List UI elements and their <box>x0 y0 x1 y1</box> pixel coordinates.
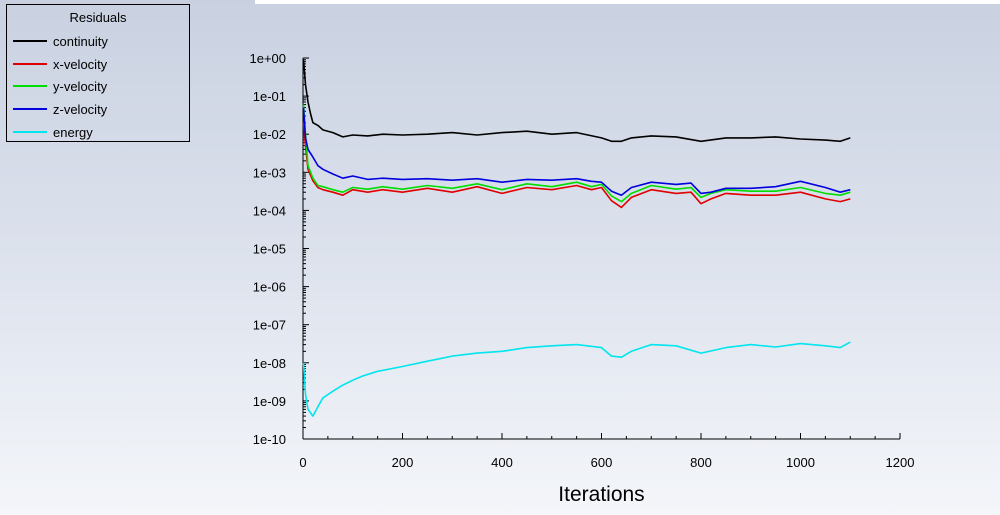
x-tick-label: 1200 <box>886 455 915 470</box>
y-tick-label: 1e-07 <box>253 318 286 333</box>
y-tick-label: 1e-04 <box>253 203 286 218</box>
y-tick-label: 1e-03 <box>253 165 286 180</box>
legend-item-energy: energy <box>13 123 93 141</box>
legend-item-x-velocity: x-velocity <box>13 55 107 73</box>
legend-title: Residuals <box>69 10 127 25</box>
series-line-x-velocity <box>302 122 851 209</box>
y-tick-label: 1e-08 <box>253 356 286 371</box>
series <box>302 59 851 417</box>
x-tick-label: 400 <box>491 455 513 470</box>
legend-label-z-velocity: z-velocity <box>53 101 108 117</box>
x-tick-label: 200 <box>392 455 414 470</box>
y-tick-label: 1e-09 <box>253 394 286 409</box>
series-line-z-velocity <box>302 107 851 196</box>
legend-label-continuity: continuity <box>53 33 108 49</box>
y-tick-label: 1e-06 <box>253 280 286 295</box>
legend-swatch-x-velocity <box>13 63 47 65</box>
series-line-continuity <box>302 59 851 143</box>
y-tick-label: 1e+00 <box>249 51 286 66</box>
legend-swatch-y-velocity <box>13 85 47 87</box>
ticks: 1e+00 1e-01 1e-02 1e-03 1e-04 1e-05 1e-06 1e-07… <box>249 51 914 470</box>
legend-label-y-velocity: y-velocity <box>53 78 108 94</box>
x-axis-title: Iterations <box>558 483 644 506</box>
x-tick-label: 1000 <box>786 455 815 470</box>
y-tick-label: 1e-02 <box>253 127 286 142</box>
y-tick-label: 1e-05 <box>253 242 286 257</box>
top-strip <box>255 0 1000 4</box>
legend-item-y-velocity: y-velocity <box>13 77 107 95</box>
x-tick-label: 800 <box>690 455 712 470</box>
legend-item-continuity: continuity <box>13 32 108 50</box>
legend-label-x-velocity: x-velocity <box>53 56 108 72</box>
legend-swatch-z-velocity <box>13 108 47 110</box>
series-line-y-velocity <box>302 104 851 203</box>
axes <box>302 58 900 440</box>
legend-item-z-velocity: z-velocity <box>13 100 107 118</box>
legend-swatch-energy <box>13 131 47 133</box>
legend-label-energy: energy <box>53 124 93 140</box>
legend-swatch-continuity <box>13 40 47 42</box>
x-tick-label: 0 <box>299 455 306 470</box>
x-tick-label: 600 <box>591 455 613 470</box>
y-tick-label: 1e-10 <box>253 432 286 447</box>
y-tick-label: 1e-01 <box>253 89 286 104</box>
series-line-energy <box>302 341 851 417</box>
legend: Residuals continuity x-velocity y-veloci… <box>6 4 190 142</box>
